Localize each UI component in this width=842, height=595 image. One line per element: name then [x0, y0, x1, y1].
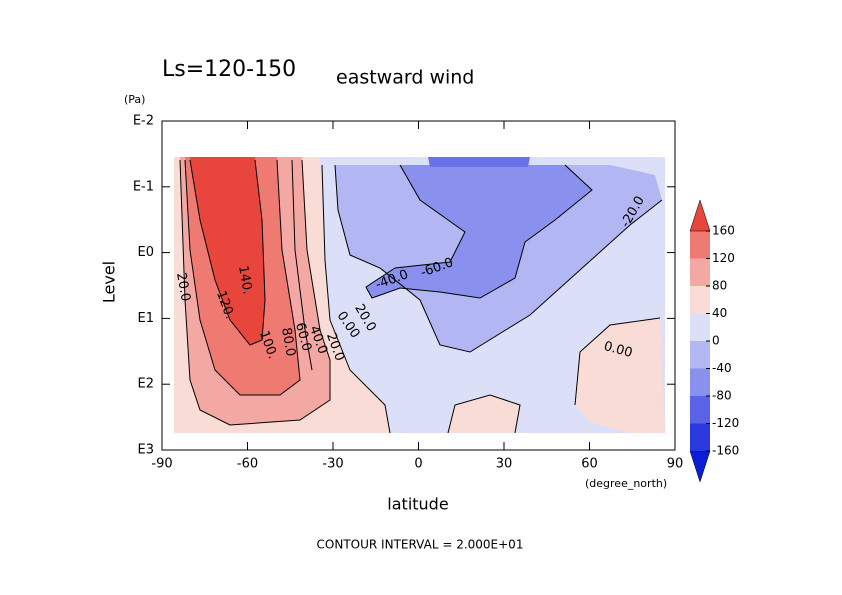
fill-region	[190, 157, 265, 345]
contour-line	[189, 159, 266, 346]
x-tick-label: 0	[414, 457, 422, 472]
colorbar-label: -80	[712, 389, 732, 403]
colorbar-bin	[690, 341, 710, 369]
x-tick-label: 60	[581, 457, 598, 472]
fill-region	[428, 157, 530, 167]
x-axis-label: latitude	[387, 495, 448, 514]
contour-interval-note: CONTOUR INTERVAL = 2.000E+01	[317, 538, 524, 552]
contour-fills	[174, 157, 665, 433]
contour-line	[574, 317, 661, 406]
contour-label: 0.00	[602, 339, 634, 361]
y-tick-label: E3	[138, 443, 155, 458]
chart-title: Ls=120-150	[162, 57, 296, 82]
contour-line	[184, 159, 301, 396]
colorbar-bin	[690, 313, 710, 341]
y-tick-label: E2	[138, 377, 155, 392]
colorbar-bin	[690, 368, 710, 396]
contour-line	[447, 394, 521, 434]
contour-label: 60.0	[292, 321, 314, 353]
colorbar-bin	[690, 258, 710, 286]
colorbar-bin	[690, 231, 710, 259]
colorbar-label: -40	[712, 361, 732, 375]
colorbar-label: 80	[712, 279, 727, 293]
colorbar-label: 120	[712, 251, 735, 265]
colorbar-label: -120	[712, 416, 739, 430]
chart-subtitle: eastward wind	[336, 67, 474, 89]
contour-line	[365, 164, 593, 299]
x-tick-label: -30	[322, 457, 343, 472]
fill-region	[448, 395, 520, 433]
y-tick-label: E-2	[133, 114, 154, 129]
contour-line	[179, 159, 331, 426]
y-tick-label: E-1	[133, 179, 154, 194]
colorbar-label: 160	[712, 224, 735, 238]
colorbar-label: -160	[712, 444, 739, 458]
x-tick-label: -90	[151, 457, 172, 472]
x-tick-label: 90	[667, 457, 684, 472]
fill-region	[575, 318, 665, 433]
fill-region	[366, 165, 592, 298]
colorbar-triangle	[689, 450, 711, 483]
colorbar-bin	[690, 423, 710, 451]
contour-line	[321, 164, 391, 434]
colorbar-label: 0	[712, 334, 720, 348]
contour-line	[291, 159, 313, 371]
contour-label: 20.0	[173, 271, 193, 302]
colorbar-triangle	[689, 199, 711, 232]
x-tick-label: -60	[237, 457, 258, 472]
y-axis-label: Level	[100, 261, 119, 303]
contour-line	[334, 164, 663, 353]
colorbar-bin	[690, 396, 710, 424]
y-tick-label: E1	[138, 311, 155, 326]
y-unit: (Pa)	[124, 93, 145, 106]
x-tick-label: 30	[496, 457, 513, 472]
contour-lines	[179, 159, 663, 434]
contour-label: 140.	[235, 264, 255, 295]
x-unit: (degree_north)	[585, 477, 667, 490]
y-tick-label: E0	[138, 245, 155, 260]
colorbar-label: 40	[712, 306, 727, 320]
colorbar-bin	[690, 286, 710, 314]
contour-label: 80.0	[278, 326, 298, 357]
